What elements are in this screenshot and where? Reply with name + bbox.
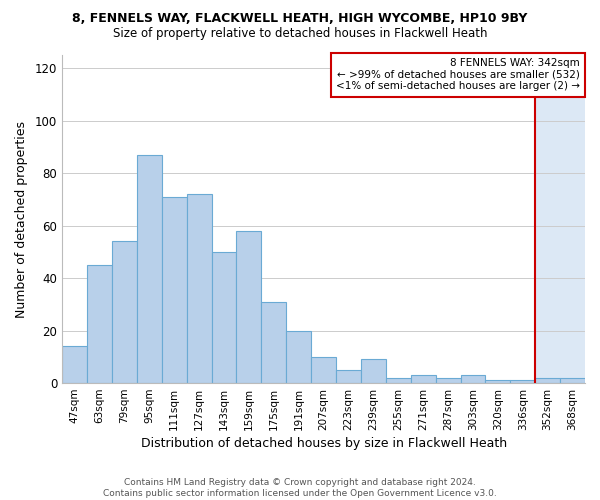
Bar	[511, 380, 535, 383]
Bar	[485, 380, 511, 383]
Bar	[112, 242, 137, 383]
Bar	[311, 357, 336, 383]
Text: 8, FENNELS WAY, FLACKWELL HEATH, HIGH WYCOMBE, HP10 9BY: 8, FENNELS WAY, FLACKWELL HEATH, HIGH WY…	[73, 12, 527, 26]
Bar	[262, 302, 286, 383]
Bar	[87, 265, 112, 383]
Y-axis label: Number of detached properties: Number of detached properties	[15, 120, 28, 318]
Bar	[535, 55, 585, 383]
Bar	[535, 378, 560, 383]
Bar	[386, 378, 411, 383]
Bar	[137, 154, 162, 383]
X-axis label: Distribution of detached houses by size in Flackwell Heath: Distribution of detached houses by size …	[140, 437, 506, 450]
Bar	[436, 378, 461, 383]
Bar	[461, 375, 485, 383]
Bar	[212, 252, 236, 383]
Bar	[286, 330, 311, 383]
Bar	[236, 231, 262, 383]
Bar	[187, 194, 212, 383]
Text: Contains HM Land Registry data © Crown copyright and database right 2024.
Contai: Contains HM Land Registry data © Crown c…	[103, 478, 497, 498]
Bar	[361, 360, 386, 383]
Bar	[336, 370, 361, 383]
Text: 8 FENNELS WAY: 342sqm
← >99% of detached houses are smaller (532)
<1% of semi-de: 8 FENNELS WAY: 342sqm ← >99% of detached…	[336, 58, 580, 92]
Bar	[62, 346, 87, 383]
Bar	[411, 375, 436, 383]
Text: Size of property relative to detached houses in Flackwell Heath: Size of property relative to detached ho…	[113, 28, 487, 40]
Bar	[162, 196, 187, 383]
Bar	[560, 378, 585, 383]
